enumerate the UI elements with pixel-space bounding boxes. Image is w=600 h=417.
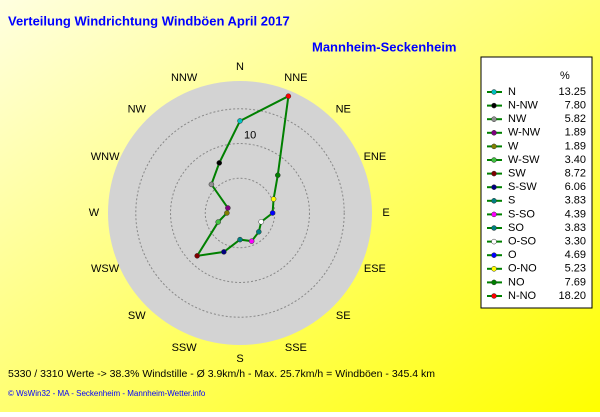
legend-value: 18.20 <box>558 290 586 302</box>
data-point <box>269 210 276 216</box>
legend-label: N <box>508 86 516 98</box>
legend-label: S <box>508 195 515 207</box>
legend-value: 3.30 <box>565 236 586 248</box>
legend-label: N-NW <box>508 100 539 112</box>
legend-marker <box>491 279 497 286</box>
direction-label: SW <box>128 310 146 322</box>
legend-value: 6.06 <box>565 181 586 193</box>
data-point <box>224 210 230 216</box>
direction-label: ENE <box>364 151 387 163</box>
footer-credit: © WsWin32 - MA - Seckenheim - Mannheim-W… <box>8 389 206 398</box>
legend-label: SO <box>508 222 524 234</box>
legend-value: 4.69 <box>565 249 586 261</box>
legend-value: 4.39 <box>565 208 586 220</box>
legend-value: 3.83 <box>565 222 586 234</box>
legend-value: 5.23 <box>565 263 586 275</box>
legend-value: 7.80 <box>565 100 586 112</box>
legend-value: 8.72 <box>565 168 586 180</box>
direction-label: NE <box>336 104 351 116</box>
legend-marker <box>491 225 497 231</box>
direction-label: ESE <box>364 263 386 275</box>
direction-label: N <box>236 61 244 73</box>
chart-title: Verteilung Windrichtung Windböen April 2… <box>8 13 290 28</box>
legend-value: 3.83 <box>565 195 586 207</box>
legend-marker <box>491 293 497 299</box>
data-point <box>215 219 221 225</box>
grid-ring <box>170 143 310 283</box>
legend-marker <box>491 211 497 218</box>
legend-marker <box>491 89 497 95</box>
legend-label: W-SW <box>508 154 540 166</box>
data-point <box>256 229 262 235</box>
data-point <box>225 205 231 211</box>
plot-area <box>108 81 372 345</box>
direction-label: SSE <box>285 342 307 354</box>
direction-label: SSW <box>172 342 198 354</box>
r-tick-label: 10 <box>244 129 256 141</box>
legend-marker <box>491 184 497 190</box>
grid-ring <box>135 108 345 318</box>
legend-label: S-SO <box>508 208 535 220</box>
legend-label: W <box>508 140 519 152</box>
direction-label: NW <box>128 104 147 116</box>
legend-marker <box>491 116 497 122</box>
legend-marker <box>491 198 497 204</box>
legend-value: 3.40 <box>565 154 586 166</box>
direction-label: NNW <box>171 72 198 84</box>
legend-marker <box>491 143 497 150</box>
direction-label: NNE <box>284 72 307 84</box>
data-point <box>270 196 277 202</box>
data-point <box>237 236 243 243</box>
data-point <box>275 172 281 178</box>
direction-label: SE <box>336 310 351 322</box>
footer-stats: 5330 / 3310 Werte -> 38.3% Windstille - … <box>8 368 435 380</box>
direction-label: WSW <box>91 263 120 275</box>
legend-header: % <box>560 70 570 82</box>
direction-label: S <box>236 353 243 365</box>
legend <box>480 56 593 309</box>
legend-label: NO <box>508 276 525 288</box>
data-point <box>248 238 255 244</box>
legend-label: W-NW <box>508 127 541 139</box>
data-point <box>194 253 200 259</box>
legend-value: 5.82 <box>565 113 586 125</box>
direction-label: W <box>89 207 100 219</box>
legend-value: 7.69 <box>565 276 586 288</box>
chart-subtitle: Mannheim-Seckenheim <box>312 39 457 54</box>
legend-label: O-SO <box>508 236 537 248</box>
legend-value: 1.89 <box>565 127 586 139</box>
legend-value: 13.25 <box>558 86 586 98</box>
legend-label: N-NO <box>508 290 537 302</box>
legend-label: NW <box>508 113 527 125</box>
legend-marker <box>491 238 497 245</box>
legend-marker <box>491 170 497 177</box>
legend-label: O <box>508 249 517 261</box>
direction-label: E <box>382 207 389 219</box>
direction-label: WNW <box>91 151 120 163</box>
legend-marker <box>491 266 497 272</box>
data-point <box>208 181 215 188</box>
data-point <box>221 249 227 255</box>
data-point <box>237 118 243 124</box>
legend-marker <box>491 157 497 163</box>
legend-marker <box>491 252 497 258</box>
legend-marker <box>491 130 497 136</box>
data-point <box>285 93 292 99</box>
legend-label: O-NO <box>508 263 537 275</box>
legend-label: SW <box>508 168 526 180</box>
legend-label: S-SW <box>508 181 537 193</box>
data-point <box>216 160 223 166</box>
data-point <box>258 219 264 225</box>
legend-marker <box>491 102 497 109</box>
legend-value: 1.89 <box>565 140 586 152</box>
